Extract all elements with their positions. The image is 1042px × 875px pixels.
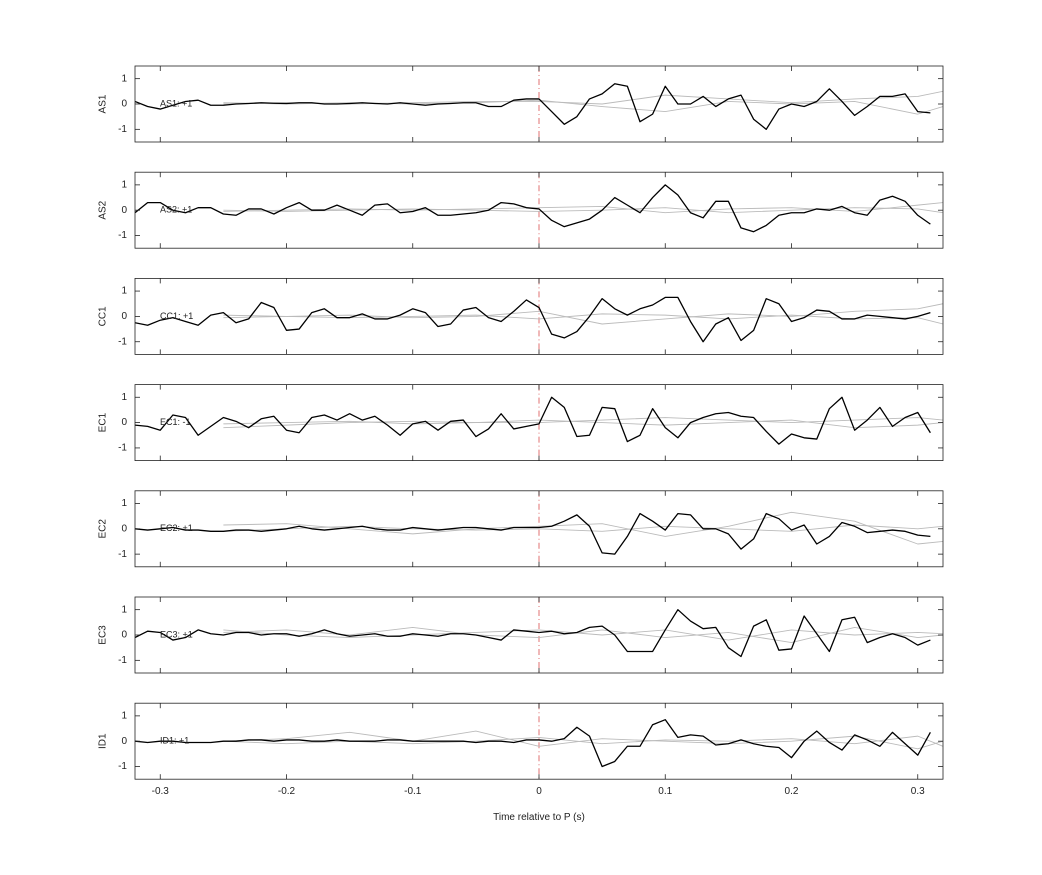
trace (223, 524, 943, 532)
x-tick-label: 0.1 (658, 786, 672, 797)
y-tick-label: 1 (121, 392, 127, 403)
trace (135, 296, 931, 343)
annotation: ID1: +1 (160, 736, 189, 746)
axes-box (134, 277, 944, 355)
x-tick-label: 0 (536, 786, 542, 797)
y-axis-label: EC3 (98, 625, 109, 645)
x-axis-label: Time relative to P (s) (493, 812, 585, 823)
y-axis-label: AS1 (98, 94, 109, 113)
trace (223, 99, 943, 115)
trace (135, 396, 931, 445)
annotation: EC3: +1 (160, 629, 193, 639)
trace (223, 629, 943, 641)
trace (135, 719, 931, 768)
y-tick-label: 1 (121, 180, 127, 191)
y-axis-label: EC1 (98, 412, 109, 432)
y-tick-label: -1 (118, 230, 127, 241)
y-tick-label: 1 (121, 498, 127, 509)
y-tick-label: 0 (121, 205, 127, 216)
annotation: CC1: +1 (160, 311, 193, 321)
annotation: AS1: +1 (160, 98, 192, 108)
y-tick-label: 0 (121, 630, 127, 641)
y-tick-label: -1 (118, 124, 127, 135)
y-tick-label: -1 (118, 655, 127, 666)
x-tick-label: -0.2 (278, 786, 296, 797)
y-tick-label: 0 (121, 417, 127, 428)
trace (223, 730, 943, 750)
y-axis-label: AS2 (98, 200, 109, 219)
trace (223, 511, 943, 545)
y-axis-label: ID1 (98, 733, 109, 749)
y-tick-label: -1 (118, 443, 127, 454)
y-axis-label: CC1 (98, 306, 109, 326)
x-tick-label: 0.2 (785, 786, 799, 797)
axes-box (134, 65, 944, 143)
y-tick-label: 1 (121, 604, 127, 615)
y-tick-label: -1 (118, 336, 127, 347)
trace (135, 512, 931, 555)
axes-box (134, 171, 944, 249)
annotation: AS2: +1 (160, 205, 192, 215)
annotation: EC2: +1 (160, 523, 193, 533)
y-tick-label: 1 (121, 286, 127, 297)
x-tick-label: -0.1 (404, 786, 422, 797)
annotation: EC1: -1 (160, 417, 191, 427)
y-tick-label: 0 (121, 523, 127, 534)
y-tick-label: -1 (118, 761, 127, 772)
trace (223, 202, 943, 214)
trace (135, 609, 931, 658)
y-tick-label: 0 (121, 311, 127, 322)
trace (223, 419, 943, 429)
trace (135, 83, 931, 130)
trace (223, 303, 943, 325)
x-tick-label: 0.3 (911, 786, 925, 797)
y-tick-label: 0 (121, 736, 127, 747)
y-tick-label: 1 (121, 711, 127, 722)
y-axis-label: EC2 (98, 519, 109, 539)
trace (223, 626, 943, 644)
trace (135, 184, 931, 233)
y-tick-label: 1 (121, 73, 127, 84)
y-tick-label: -1 (118, 549, 127, 560)
trace (223, 417, 943, 429)
x-tick-label: -0.3 (152, 786, 170, 797)
y-tick-label: 0 (121, 99, 127, 110)
